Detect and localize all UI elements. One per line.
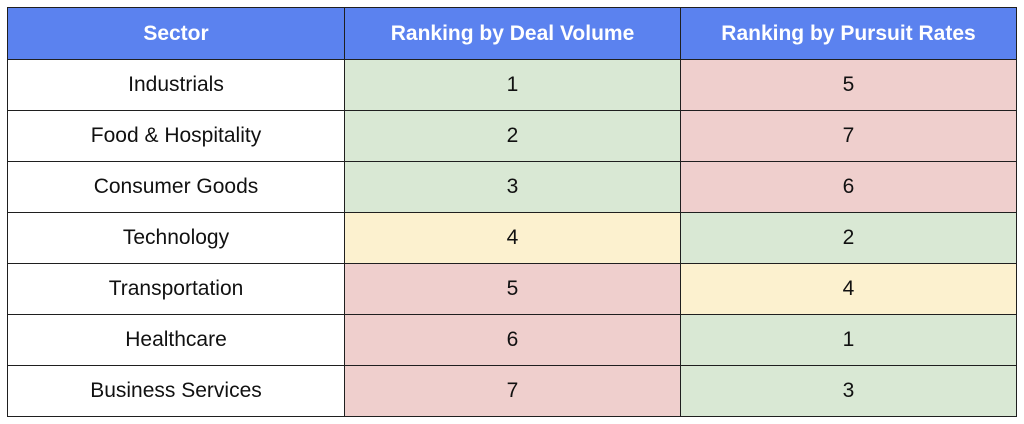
deal-volume-rank-cell: 1 <box>344 59 681 111</box>
table-row: Transportation 5 4 <box>7 263 1017 315</box>
sector-cell: Consumer Goods <box>7 161 345 213</box>
sector-cell: Healthcare <box>7 314 345 366</box>
column-header-sector: Sector <box>7 7 345 60</box>
table-header-row: Sector Ranking by Deal Volume Ranking by… <box>7 7 1017 60</box>
sector-cell: Transportation <box>7 263 345 315</box>
pursuit-rate-rank-cell: 6 <box>680 161 1017 213</box>
pursuit-rate-rank-cell: 7 <box>680 110 1017 162</box>
pursuit-rate-rank-cell: 5 <box>680 59 1017 111</box>
column-header-deal-volume: Ranking by Deal Volume <box>344 7 681 60</box>
table-row: Healthcare 6 1 <box>7 314 1017 366</box>
table-row: Technology 4 2 <box>7 212 1017 264</box>
sector-cell: Industrials <box>7 59 345 111</box>
sector-ranking-table: Sector Ranking by Deal Volume Ranking by… <box>7 7 1017 417</box>
deal-volume-rank-cell: 4 <box>344 212 681 264</box>
sector-cell: Technology <box>7 212 345 264</box>
deal-volume-rank-cell: 6 <box>344 314 681 366</box>
column-header-pursuit-rates: Ranking by Pursuit Rates <box>680 7 1017 60</box>
pursuit-rate-rank-cell: 1 <box>680 314 1017 366</box>
sector-cell: Food & Hospitality <box>7 110 345 162</box>
deal-volume-rank-cell: 2 <box>344 110 681 162</box>
deal-volume-rank-cell: 7 <box>344 365 681 417</box>
table-row: Industrials 1 5 <box>7 59 1017 111</box>
table-row: Business Services 7 3 <box>7 365 1017 417</box>
pursuit-rate-rank-cell: 4 <box>680 263 1017 315</box>
pursuit-rate-rank-cell: 2 <box>680 212 1017 264</box>
deal-volume-rank-cell: 5 <box>344 263 681 315</box>
sector-cell: Business Services <box>7 365 345 417</box>
pursuit-rate-rank-cell: 3 <box>680 365 1017 417</box>
sector-ranking-table-container: Sector Ranking by Deal Volume Ranking by… <box>7 7 1017 419</box>
deal-volume-rank-cell: 3 <box>344 161 681 213</box>
table-row: Consumer Goods 3 6 <box>7 161 1017 213</box>
table-row: Food & Hospitality 2 7 <box>7 110 1017 162</box>
